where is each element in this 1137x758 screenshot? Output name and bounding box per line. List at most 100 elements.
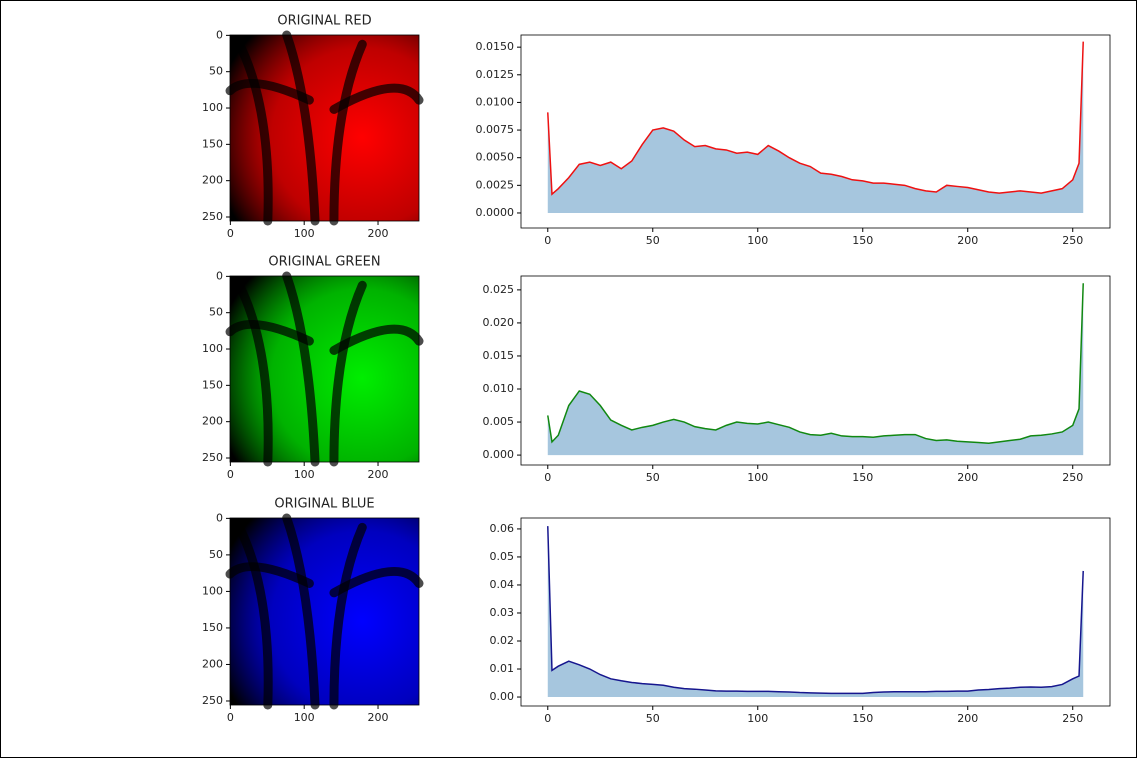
panel-title: ORIGINAL GREEN: [268, 255, 380, 270]
x-tick-label: 100: [294, 227, 315, 240]
axes-frame: [520, 275, 1111, 466]
x-tick-label: 50: [646, 471, 660, 484]
x-tick-label: 0: [227, 468, 234, 481]
tree-shape: [225, 562, 314, 588]
y-tick-label: 0: [216, 269, 223, 282]
y-tick-label: 100: [202, 584, 223, 597]
y-tick-label: 0.025: [483, 283, 515, 296]
x-tick-label: 0: [544, 471, 551, 484]
x-tick-label: 200: [957, 471, 978, 484]
x-tick-label: 250: [1062, 234, 1083, 247]
image-color: [230, 276, 419, 462]
x-tick-label: 100: [747, 712, 768, 725]
tree-shape: [234, 280, 273, 467]
tree-shape: [225, 78, 314, 105]
x-tick-label: 100: [747, 471, 768, 484]
y-tick-label: 250: [202, 210, 223, 223]
y-tick-label: 0: [216, 511, 223, 524]
y-tick-label: 0.0025: [476, 178, 515, 191]
x-tick-label: 0: [544, 712, 551, 725]
y-tick-label: 0.015: [483, 349, 515, 362]
y-tick-label: 50: [209, 306, 223, 319]
x-tick-label: 0: [227, 227, 234, 240]
x-tick-label: 100: [747, 234, 768, 247]
axes-frame: [229, 34, 420, 222]
line: [547, 283, 1084, 444]
y-tick-label: 100: [202, 342, 223, 355]
y-tick-label: 150: [202, 137, 223, 150]
y-tick-label: 150: [202, 621, 223, 634]
y-tick-label: 0.03: [490, 606, 515, 619]
y-tick-label: 0.00: [490, 690, 515, 703]
axes-frame: [229, 517, 420, 706]
line: [547, 41, 1084, 196]
tree-shape: [329, 83, 424, 114]
y-tick-label: 150: [202, 378, 223, 391]
x-tick-label: 200: [368, 711, 389, 724]
image-color: [230, 35, 419, 221]
tree-shape: [329, 280, 367, 467]
y-tick-label: 0.02: [490, 634, 515, 647]
x-tick-label: 0: [227, 711, 234, 724]
tree-shape: [329, 324, 424, 355]
x-tick-label: 150: [852, 712, 873, 725]
x-tick-label: 150: [852, 471, 873, 484]
y-tick-label: 0.0125: [476, 68, 515, 81]
y-tick-label: 0.0150: [476, 40, 515, 53]
tree-shape: [282, 271, 320, 467]
x-tick-label: 250: [1062, 471, 1083, 484]
tree-shape: [225, 319, 314, 346]
x-tick-label: 50: [646, 712, 660, 725]
x-tick-label: 200: [368, 227, 389, 240]
tree-shape: [329, 566, 424, 598]
y-tick-label: 50: [209, 548, 223, 561]
y-tick-label: 200: [202, 174, 223, 187]
y-tick-label: 250: [202, 694, 223, 707]
panel-title: ORIGINAL BLUE: [274, 497, 374, 512]
axes-frame: [229, 275, 420, 463]
y-tick-label: 0.0000: [476, 206, 515, 219]
tree-shape: [234, 39, 273, 226]
tree-shape: [329, 39, 367, 226]
y-tick-label: 0.01: [490, 662, 515, 675]
tree-shape: [282, 513, 320, 710]
y-tick-label: 0.0100: [476, 95, 515, 108]
y-tick-label: 0.04: [490, 578, 515, 591]
y-tick-label: 0.000: [483, 448, 515, 461]
x-tick-label: 200: [368, 468, 389, 481]
y-tick-label: 0.020: [483, 316, 515, 329]
x-tick-label: 250: [1062, 712, 1083, 725]
area: [547, 41, 1084, 213]
x-tick-label: 50: [646, 234, 660, 247]
y-tick-label: 0.0075: [476, 123, 515, 136]
y-tick-label: 0: [216, 28, 223, 41]
tree-shape: [234, 522, 273, 710]
image-color: [230, 518, 419, 705]
axes-frame: [520, 34, 1111, 229]
area: [547, 526, 1084, 698]
y-tick-label: 0.06: [490, 522, 515, 535]
y-tick-label: 0.010: [483, 382, 515, 395]
y-tick-label: 50: [209, 65, 223, 78]
line: [547, 526, 1084, 695]
tree-shape: [329, 522, 367, 710]
y-tick-label: 100: [202, 101, 223, 114]
y-tick-label: 200: [202, 415, 223, 428]
y-tick-label: 0.005: [483, 415, 515, 428]
x-tick-label: 200: [957, 234, 978, 247]
tree-shape: [282, 30, 320, 226]
y-tick-label: 0.05: [490, 550, 515, 563]
axes-frame: [520, 517, 1111, 707]
y-tick-label: 0.0050: [476, 151, 515, 164]
y-tick-label: 200: [202, 657, 223, 670]
x-tick-label: 100: [294, 468, 315, 481]
area: [547, 283, 1084, 456]
x-tick-label: 150: [852, 234, 873, 247]
panel-title: ORIGINAL RED: [277, 14, 371, 29]
y-tick-label: 250: [202, 451, 223, 464]
x-tick-label: 200: [957, 712, 978, 725]
x-tick-label: 100: [294, 711, 315, 724]
